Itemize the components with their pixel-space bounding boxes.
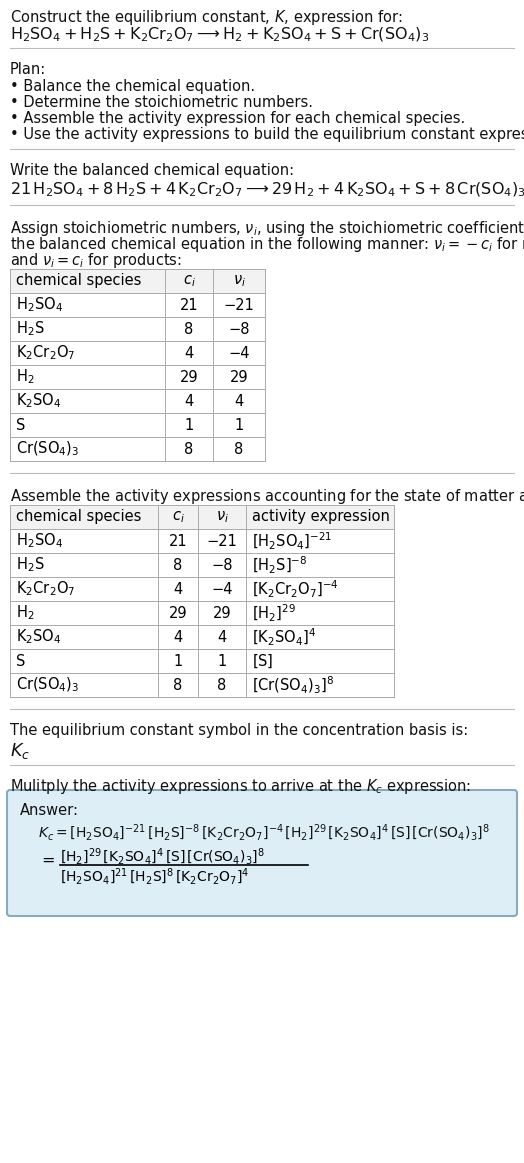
Text: 8: 8 — [217, 678, 226, 692]
Bar — [10, 269, 265, 293]
Text: Assemble the activity expressions accounting for the state of matter and $\nu_i$: Assemble the activity expressions accoun… — [10, 487, 524, 506]
Text: • Use the activity expressions to build the equilibrium constant expression.: • Use the activity expressions to build … — [10, 127, 524, 142]
Text: $K_c = [\mathrm{H_2SO_4}]^{-21}\,[\mathrm{H_2S}]^{-8}\,[\mathrm{K_2Cr_2O_7}]^{-4: $K_c = [\mathrm{H_2SO_4}]^{-21}\,[\mathr… — [38, 823, 490, 843]
Text: 8: 8 — [184, 442, 194, 457]
Text: $\mathrm{Cr(SO_4)_3}$: $\mathrm{Cr(SO_4)_3}$ — [16, 440, 79, 458]
Text: 1: 1 — [234, 418, 244, 433]
Text: $\nu_i$: $\nu_i$ — [215, 509, 228, 525]
Text: $\nu_i$: $\nu_i$ — [233, 273, 245, 288]
Text: Plan:: Plan: — [10, 62, 46, 77]
Text: $\mathrm{H_2S}$: $\mathrm{H_2S}$ — [16, 556, 45, 575]
Text: 4: 4 — [234, 393, 244, 408]
Text: $[\mathrm{S}]$: $[\mathrm{S}]$ — [252, 652, 274, 670]
Text: Answer:: Answer: — [20, 802, 79, 818]
Text: chemical species: chemical species — [16, 509, 141, 525]
Text: −8: −8 — [228, 321, 250, 336]
Text: 1: 1 — [217, 654, 226, 669]
Text: 29: 29 — [180, 370, 198, 385]
Text: −4: −4 — [228, 345, 250, 361]
Text: 4: 4 — [173, 629, 183, 644]
Text: $\mathrm{21\,H_2SO_4 + 8\,H_2S + 4\,K_2Cr_2O_7 \longrightarrow 29\,H_2 + 4\,K_2S: $\mathrm{21\,H_2SO_4 + 8\,H_2S + 4\,K_2C… — [10, 181, 524, 199]
Text: 8: 8 — [173, 678, 183, 692]
Text: $c_i$: $c_i$ — [171, 509, 184, 525]
Text: 29: 29 — [213, 606, 231, 621]
Text: 4: 4 — [173, 582, 183, 597]
Text: $[\mathrm{H_2}]^{29}\,[\mathrm{K_2SO_4}]^4\,[\mathrm{S}]\,[\mathrm{Cr(SO_4)_3}]^: $[\mathrm{H_2}]^{29}\,[\mathrm{K_2SO_4}]… — [60, 847, 265, 868]
Text: 4: 4 — [217, 629, 226, 644]
Text: $[\mathrm{K_2Cr_2O_7}]^{-4}$: $[\mathrm{K_2Cr_2O_7}]^{-4}$ — [252, 578, 339, 600]
Text: Mulitply the activity expressions to arrive at the $K_c$ expression:: Mulitply the activity expressions to arr… — [10, 777, 471, 795]
Text: $\mathrm{K_2SO_4}$: $\mathrm{K_2SO_4}$ — [16, 628, 62, 647]
Text: Construct the equilibrium constant, $K$, expression for:: Construct the equilibrium constant, $K$,… — [10, 8, 402, 27]
Text: 29: 29 — [169, 606, 187, 621]
Text: chemical species: chemical species — [16, 273, 141, 288]
Text: $\mathrm{Cr(SO_4)_3}$: $\mathrm{Cr(SO_4)_3}$ — [16, 676, 79, 694]
Text: $\mathrm{H_2}$: $\mathrm{H_2}$ — [16, 604, 35, 622]
Text: $K_c$: $K_c$ — [10, 741, 30, 761]
Text: −8: −8 — [211, 557, 233, 572]
Text: activity expression: activity expression — [252, 509, 390, 525]
Text: $\mathrm{K_2Cr_2O_7}$: $\mathrm{K_2Cr_2O_7}$ — [16, 343, 75, 363]
Text: 21: 21 — [180, 298, 198, 313]
Text: 1: 1 — [184, 418, 194, 433]
Text: $[\mathrm{Cr(SO_4)_3}]^8$: $[\mathrm{Cr(SO_4)_3}]^8$ — [252, 675, 334, 695]
Text: • Balance the chemical equation.: • Balance the chemical equation. — [10, 79, 255, 94]
Text: −4: −4 — [211, 582, 233, 597]
Bar — [10, 505, 394, 529]
Text: 8: 8 — [234, 442, 244, 457]
Text: S: S — [16, 654, 25, 669]
Text: $[\mathrm{K_2SO_4}]^4$: $[\mathrm{K_2SO_4}]^4$ — [252, 627, 316, 648]
Text: 21: 21 — [169, 534, 187, 549]
Text: $[\mathrm{H_2SO_4}]^{21}\,[\mathrm{H_2S}]^8\,[\mathrm{K_2Cr_2O_7}]^4$: $[\mathrm{H_2SO_4}]^{21}\,[\mathrm{H_2S}… — [60, 866, 249, 887]
Text: $\mathrm{K_2SO_4}$: $\mathrm{K_2SO_4}$ — [16, 392, 62, 411]
Text: S: S — [16, 418, 25, 433]
Text: 1: 1 — [173, 654, 183, 669]
Text: The equilibrium constant symbol in the concentration basis is:: The equilibrium constant symbol in the c… — [10, 723, 468, 739]
Text: the balanced chemical equation in the following manner: $\nu_i = -c_i$ for react: the balanced chemical equation in the fo… — [10, 235, 524, 254]
Text: 8: 8 — [184, 321, 194, 336]
Text: $\mathrm{K_2Cr_2O_7}$: $\mathrm{K_2Cr_2O_7}$ — [16, 579, 75, 598]
FancyBboxPatch shape — [7, 790, 517, 916]
Text: 8: 8 — [173, 557, 183, 572]
Text: −21: −21 — [224, 298, 255, 313]
Text: • Assemble the activity expression for each chemical species.: • Assemble the activity expression for e… — [10, 110, 465, 126]
Text: Write the balanced chemical equation:: Write the balanced chemical equation: — [10, 163, 294, 178]
Text: $\mathrm{H_2SO_4}$: $\mathrm{H_2SO_4}$ — [16, 531, 63, 550]
Text: $\mathrm{H_2SO_4 + H_2S + K_2Cr_2O_7 \longrightarrow H_2 + K_2SO_4 + S + Cr(SO_4: $\mathrm{H_2SO_4 + H_2S + K_2Cr_2O_7 \lo… — [10, 26, 429, 44]
Text: $[\mathrm{H_2S}]^{-8}$: $[\mathrm{H_2S}]^{-8}$ — [252, 555, 308, 576]
Text: $\mathrm{H_2SO_4}$: $\mathrm{H_2SO_4}$ — [16, 295, 63, 314]
Text: • Determine the stoichiometric numbers.: • Determine the stoichiometric numbers. — [10, 95, 313, 110]
Text: $[\mathrm{H_2}]^{29}$: $[\mathrm{H_2}]^{29}$ — [252, 602, 296, 623]
Text: 4: 4 — [184, 345, 194, 361]
Text: 4: 4 — [184, 393, 194, 408]
Text: $[\mathrm{H_2SO_4}]^{-21}$: $[\mathrm{H_2SO_4}]^{-21}$ — [252, 530, 332, 551]
Text: 29: 29 — [230, 370, 248, 385]
Text: $\mathrm{H_2}$: $\mathrm{H_2}$ — [16, 368, 35, 386]
Text: Assign stoichiometric numbers, $\nu_i$, using the stoichiometric coefficients, $: Assign stoichiometric numbers, $\nu_i$, … — [10, 219, 524, 238]
Text: −21: −21 — [206, 534, 237, 549]
Text: $=$: $=$ — [38, 851, 55, 866]
Text: $\mathrm{H_2S}$: $\mathrm{H_2S}$ — [16, 320, 45, 338]
Text: $c_i$: $c_i$ — [182, 273, 195, 288]
Text: and $\nu_i = c_i$ for products:: and $\nu_i = c_i$ for products: — [10, 251, 182, 270]
